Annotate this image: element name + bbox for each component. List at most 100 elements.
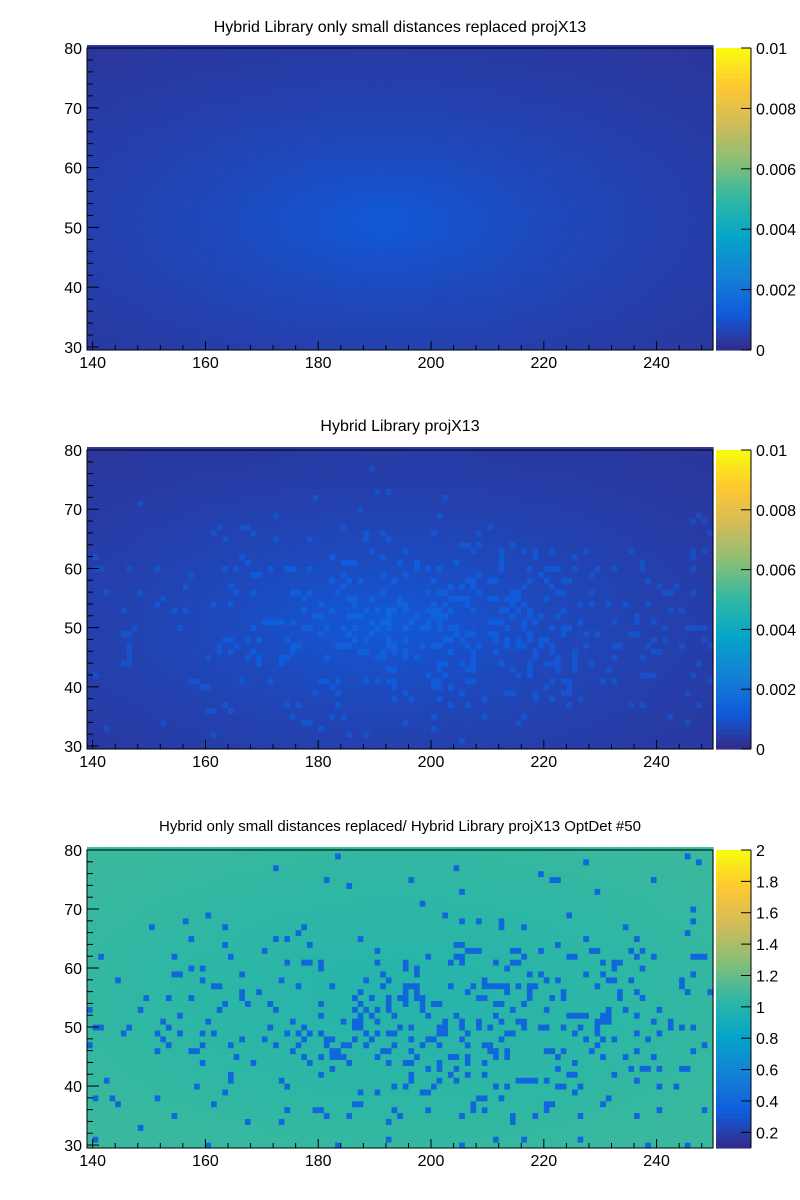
heatmap-bin [628, 242, 635, 249]
heatmap-bin [380, 92, 387, 100]
heatmap-bin [380, 206, 387, 213]
heatmap-bin [385, 200, 393, 208]
heatmap-bin [425, 260, 432, 267]
heatmap-bin [431, 110, 438, 118]
heatmap-bin [470, 224, 477, 231]
heatmap-bin [199, 248, 207, 255]
heatmap-bin [611, 50, 618, 58]
heatmap-bin [380, 182, 387, 190]
heatmap-bin [374, 98, 381, 106]
heatmap-bin [549, 68, 556, 76]
heatmap-bin [301, 176, 308, 184]
heatmap-bin [368, 146, 376, 154]
heatmap-bin [227, 248, 235, 255]
heatmap-bin [385, 302, 393, 309]
heatmap-bin [526, 266, 534, 273]
heatmap-bin [216, 206, 223, 213]
heatmap-bin [115, 290, 122, 297]
heatmap-bin [431, 272, 438, 279]
heatmap-bin [137, 290, 144, 297]
heatmap-bin [577, 272, 584, 279]
heatmap-bin [239, 128, 246, 136]
heatmap-bin [357, 110, 364, 118]
heatmap-bin [290, 224, 297, 231]
heatmap-bin [205, 122, 212, 130]
heatmap-bin [515, 128, 522, 136]
heatmap-bin [368, 116, 376, 124]
heatmap-bin [357, 62, 364, 70]
heatmap-bin [560, 290, 567, 297]
heatmap-bin [431, 218, 438, 225]
heatmap-bin [222, 158, 229, 166]
heatmap-bin [476, 326, 483, 333]
heatmap-bin [611, 170, 618, 178]
heatmap-bin [521, 302, 528, 309]
heatmap-bin [239, 50, 246, 58]
heatmap-bin [92, 182, 99, 190]
heatmap-bin [419, 50, 426, 58]
heatmap-bin [120, 320, 128, 327]
heatmap-bin [436, 128, 443, 136]
heatmap-bin [521, 122, 528, 130]
heatmap-bin [149, 104, 156, 112]
heatmap-bin [199, 104, 207, 112]
heatmap-bin [318, 128, 325, 136]
heatmap-bin [374, 104, 381, 112]
heatmap-bin [402, 308, 410, 315]
heatmap-bin [402, 296, 410, 303]
heatmap-bin [301, 56, 308, 64]
heatmap-bin [109, 164, 116, 172]
heatmap-bin [521, 314, 528, 321]
heatmap-bin [346, 308, 353, 315]
heatmap-bin [143, 278, 150, 285]
heatmap-bin [368, 320, 376, 327]
heatmap-bin [335, 176, 342, 184]
heatmap-bin [470, 272, 477, 279]
heatmap-bin [154, 278, 161, 285]
heatmap-bin [233, 140, 240, 148]
heatmap-bin [329, 284, 336, 291]
heatmap-bin [464, 134, 472, 142]
heatmap-bin [295, 188, 302, 196]
heatmap-bin [312, 224, 319, 231]
heatmap-bin [87, 62, 94, 70]
heatmap-bin [199, 260, 207, 267]
heatmap-bin [137, 338, 144, 345]
heatmap-bin [391, 212, 398, 219]
heatmap-bin [290, 236, 297, 243]
heatmap-bin [374, 290, 381, 297]
heatmap-bin [103, 242, 111, 249]
heatmap-bin [622, 296, 630, 303]
heatmap-bin [549, 80, 556, 88]
heatmap-bin [132, 254, 139, 261]
heatmap-bin [335, 134, 342, 142]
heatmap-bin [301, 80, 308, 88]
heatmap-bin [323, 74, 331, 82]
heatmap-bin [402, 68, 410, 76]
heatmap-bin [126, 164, 133, 172]
heatmap-bin [267, 116, 274, 124]
heatmap-bin [120, 122, 128, 130]
heatmap-bin [318, 248, 325, 255]
heatmap-bin [611, 140, 618, 148]
heatmap-bin [98, 332, 105, 339]
heatmap-bin [555, 122, 562, 130]
heatmap-bin [126, 230, 133, 237]
heatmap-bin [239, 344, 246, 351]
heatmap-bin [594, 224, 601, 231]
heatmap-bin [628, 146, 635, 154]
heatmap-bin [459, 122, 466, 130]
heatmap-bin [605, 284, 613, 291]
heatmap-bin [160, 200, 167, 208]
heatmap-bin [380, 62, 387, 70]
heatmap-bin [335, 128, 342, 136]
heatmap-bin [600, 68, 607, 76]
heatmap-bin [600, 128, 607, 136]
heatmap-bin [521, 212, 528, 219]
heatmap-bin [329, 68, 336, 76]
heatmap-bin [509, 176, 517, 184]
heatmap-bin [555, 296, 562, 303]
heatmap-bin [340, 110, 348, 118]
heatmap-bin [611, 230, 618, 237]
heatmap-bin [103, 308, 111, 315]
